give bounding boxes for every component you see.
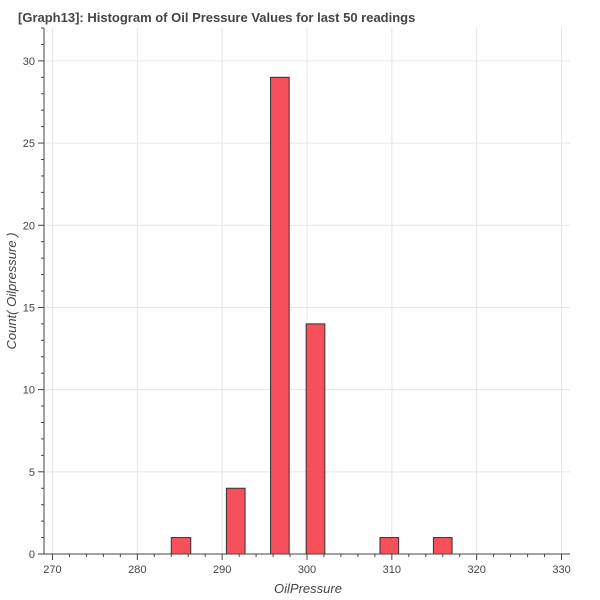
histogram-bar-2 bbox=[270, 76, 290, 555]
chart-title: [Graph13]: Histogram of Oil Pressure Val… bbox=[18, 10, 415, 25]
x-tick-label-320: 320 bbox=[467, 564, 485, 576]
grid-lines bbox=[44, 28, 570, 555]
axes: 0 5 10 15 20 25 30 270 280 290 300 310 320 330 bbox=[23, 27, 571, 576]
y-tick-label-20: 20 bbox=[23, 220, 35, 232]
x-tick-label-280: 280 bbox=[128, 564, 146, 576]
histogram-bar-3 bbox=[305, 323, 326, 555]
histogram-bar-1 bbox=[225, 487, 246, 555]
histogram-bar-0 bbox=[170, 537, 192, 555]
histogram-bar-4 bbox=[379, 537, 400, 555]
bars bbox=[170, 76, 453, 555]
x-tick-label-290: 290 bbox=[213, 564, 231, 576]
y-tick-label-15: 15 bbox=[23, 302, 35, 314]
y-tick-label-25: 25 bbox=[23, 138, 35, 150]
histogram-bar-5 bbox=[432, 537, 453, 555]
y-tick-label-30: 30 bbox=[23, 56, 35, 68]
x-tick-label-270: 270 bbox=[43, 564, 61, 576]
y-tick-label-10: 10 bbox=[23, 385, 35, 397]
y-axis-label: Count( Oilpressure ) bbox=[4, 232, 19, 349]
x-tick-label-330: 330 bbox=[552, 564, 570, 576]
x-tick-label-310: 310 bbox=[383, 564, 401, 576]
y-tick-label-5: 5 bbox=[29, 467, 35, 479]
x-tick-label-300: 300 bbox=[298, 564, 316, 576]
y-tick-label-0: 0 bbox=[29, 549, 35, 561]
x-axis-label: OilPressure bbox=[274, 581, 342, 596]
